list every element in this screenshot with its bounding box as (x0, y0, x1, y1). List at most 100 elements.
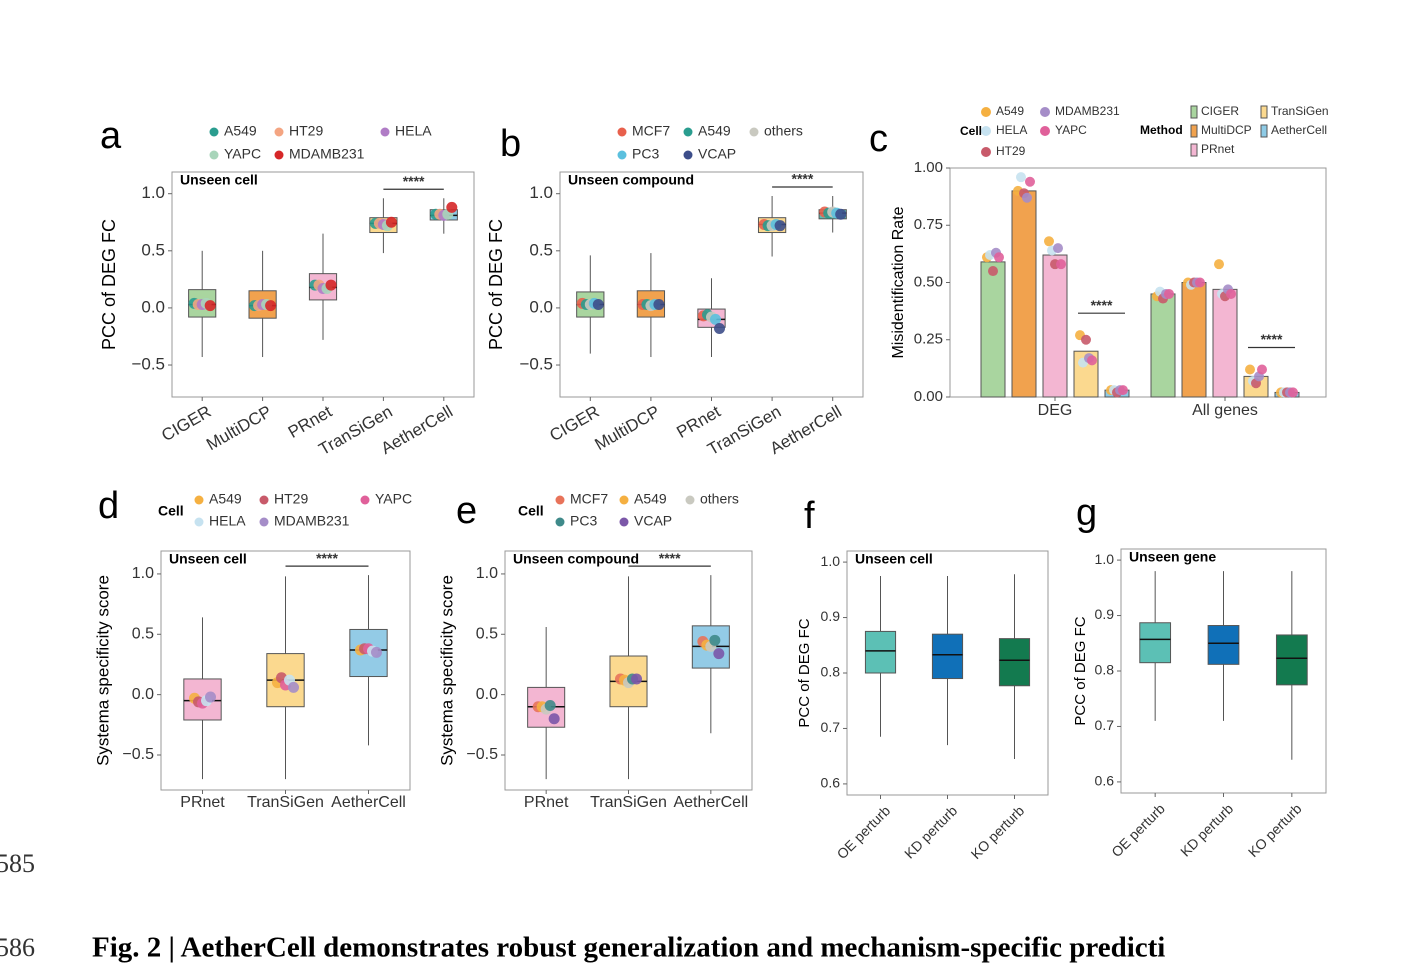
y-axis-label: Systema specificity score (437, 575, 456, 766)
y-axis-label: PCC of DEG FC (486, 219, 506, 350)
panel-letter: c (869, 118, 888, 160)
y-tick-label: 1.00 (914, 159, 943, 176)
legend-label: HELA (395, 123, 432, 139)
y-tick-label: 0.6 (821, 775, 841, 791)
point (710, 313, 721, 325)
box (1139, 622, 1172, 664)
y-axis-label: PCC of DEG FC (796, 618, 813, 727)
y-tick-label: 0.25 (914, 331, 943, 348)
panel-letter: a (100, 115, 122, 157)
legend-label: MDAMB231 (289, 146, 365, 162)
y-axis-label: PCC of DEG FC (1072, 616, 1089, 725)
point (1214, 259, 1224, 270)
point (1195, 277, 1205, 288)
point (371, 646, 382, 658)
plot-frame (949, 167, 1327, 398)
legend-label: others (764, 123, 803, 139)
y-tick-label: −0.5 (131, 355, 165, 374)
point (1053, 243, 1063, 254)
y-tick-label: 0.50 (914, 273, 943, 290)
method-legend-label: CIGER (1201, 104, 1239, 118)
legend-swatch (259, 495, 269, 505)
x-tick-label: MultiDCP (591, 402, 663, 454)
point (204, 300, 216, 312)
point (325, 279, 337, 291)
legend-swatch (555, 495, 565, 505)
point (1245, 364, 1255, 375)
x-tick-label: TranSiGen (590, 794, 667, 811)
y-tick-label: 0.8 (1095, 662, 1115, 678)
inset-title: Unseen cell (180, 172, 258, 188)
y-axis-label: Misidentification Rate (890, 206, 907, 358)
legend-label: A549 (634, 491, 667, 507)
significance-label: **** (792, 171, 814, 187)
y-tick-label: 0.9 (821, 608, 841, 624)
legend-swatch (683, 127, 693, 137)
x-tick-label: AetherCell (673, 794, 748, 811)
legend-swatch (749, 127, 759, 137)
method-legend-swatch (1260, 105, 1268, 119)
legend-label: HELA (209, 513, 246, 529)
y-tick-label: 0.9 (1095, 606, 1115, 622)
legend-swatch (194, 495, 204, 505)
y-tick-label: −0.5 (122, 746, 154, 763)
y-tick-label: 0.5 (141, 240, 165, 259)
legend-swatch (380, 127, 390, 137)
panel-letter: f (804, 495, 815, 537)
caption: Fig. 2 | AetherCell demonstrates robust … (92, 932, 1165, 964)
inset-title: Unseen gene (1129, 549, 1216, 565)
point (1087, 355, 1097, 366)
point (714, 322, 725, 334)
legend-swatch (194, 517, 204, 527)
x-tick-label: DEG (1038, 402, 1073, 419)
legend-label: YAPC (224, 146, 261, 162)
y-tick-label: −0.5 (466, 746, 498, 763)
point (548, 713, 560, 725)
y-tick-label: 1.0 (132, 565, 154, 582)
y-tick-label: 0.75 (914, 216, 943, 233)
legend-label: PC3 (632, 146, 659, 162)
box (864, 630, 897, 674)
legend-swatch (619, 495, 629, 505)
legend-label: VCAP (634, 513, 672, 529)
point (1226, 288, 1236, 299)
method-legend-label: AetherCell (1271, 123, 1327, 137)
legend-swatch (683, 150, 693, 160)
x-tick-label: AetherCell (331, 794, 406, 811)
significance-label: **** (1091, 297, 1113, 313)
legend-swatch (555, 517, 565, 527)
point (1025, 176, 1035, 187)
legend-label: PC3 (570, 513, 597, 529)
point (653, 298, 665, 310)
point (994, 252, 1004, 263)
y-tick-label: 1.0 (141, 183, 165, 202)
y-tick-label: 0.7 (821, 719, 841, 735)
bar (1150, 293, 1176, 398)
y-tick-label: 0.5 (476, 626, 498, 643)
point (592, 298, 604, 310)
x-tick-label: OE perturb (1108, 800, 1168, 860)
x-tick-label: PRnet (180, 794, 225, 811)
point (774, 220, 786, 232)
legend-swatch (274, 150, 284, 160)
method-legend-swatch (1190, 105, 1198, 119)
point (265, 300, 277, 312)
line-number: 586 (0, 933, 35, 962)
legend-label: HT29 (274, 491, 308, 507)
y-tick-label: 0.5 (529, 240, 553, 259)
legend-label: MDAMB231 (274, 513, 350, 529)
panel-letter: e (456, 490, 477, 532)
cell-legend-swatch (981, 107, 991, 117)
significance-label: **** (316, 550, 338, 566)
x-tick-label: KO perturb (1245, 800, 1305, 860)
legend-swatch (617, 150, 627, 160)
y-tick-label: 0.7 (1095, 717, 1115, 733)
point (1056, 259, 1066, 270)
y-tick-label: 1.0 (529, 183, 553, 202)
point (835, 208, 847, 220)
legend-label: others (700, 491, 739, 507)
point (288, 681, 299, 693)
cell-legend-label: HT29 (996, 144, 1026, 158)
